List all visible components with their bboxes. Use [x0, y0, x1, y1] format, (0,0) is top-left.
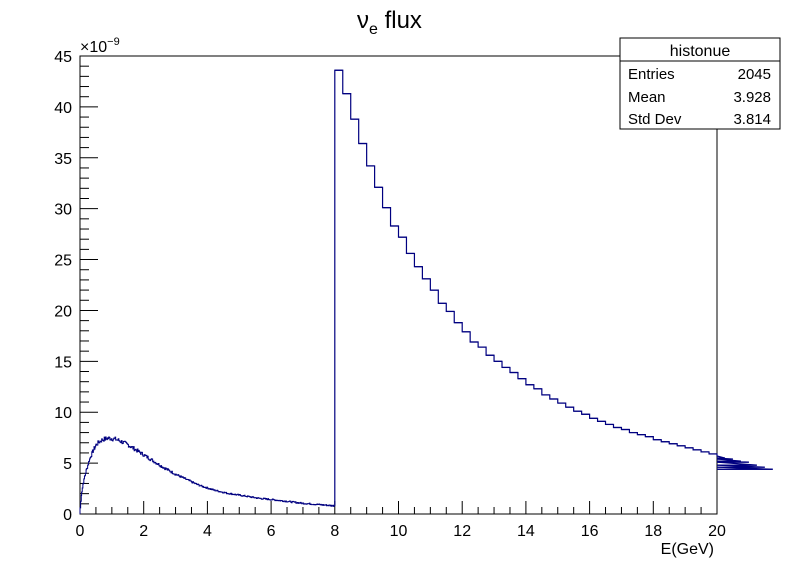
high-energy-flux-histogram [334, 69, 773, 506]
x-tick-label: 10 [390, 523, 408, 540]
y-tick-label: 35 [54, 151, 72, 168]
x-tick-label: 2 [139, 523, 148, 540]
chart-title-nu: ν [357, 7, 369, 34]
y-tick-label: 25 [54, 253, 72, 270]
y-tick-label: 40 [54, 100, 72, 117]
stats-stddev-label: Std Dev [628, 111, 682, 128]
x-tick-label: 18 [644, 523, 662, 540]
y-axis: 0 5 10 15 20 25 30 35 40 45 [54, 49, 98, 524]
x-tick-label: 8 [330, 523, 339, 540]
stats-box-frame [619, 37, 781, 130]
chart-title-rest: flux [378, 7, 422, 34]
x-tick-label: 14 [517, 523, 535, 540]
y-tick-label: 30 [54, 202, 72, 219]
x-tick-label: 16 [581, 523, 599, 540]
stats-mean-label: Mean [628, 89, 666, 106]
x-axis: 0 2 4 6 8 10 12 14 16 18 20 [76, 501, 726, 540]
y-exponent-label: ×10−9 [80, 36, 120, 56]
y-tick-label: 45 [54, 49, 72, 66]
x-tick-label: 0 [76, 523, 85, 540]
x-tick-label: 12 [453, 523, 471, 540]
stats-entries-value: 2045 [738, 66, 771, 83]
x-tick-label: 6 [267, 523, 276, 540]
y-tick-label: 15 [54, 354, 72, 371]
stats-box-title: histonue [670, 43, 731, 60]
stats-box: histonue Entries 2045 Mean 3.928 Std Dev… [619, 37, 781, 130]
low-energy-flux-line [79, 436, 335, 514]
y-tick-label: 20 [54, 303, 72, 320]
chart-title-subscript: e [369, 21, 378, 38]
data-series [79, 69, 773, 514]
chart-title: νe flux [357, 7, 422, 38]
stats-mean-value: 3.928 [733, 89, 771, 106]
x-tick-label: 4 [203, 523, 212, 540]
y-tick-label: 5 [63, 456, 72, 473]
y-tick-label: 0 [63, 507, 72, 524]
x-axis-label: E(GeV) [661, 541, 714, 558]
x-tick-label: 20 [708, 523, 726, 540]
y-tick-label: 10 [54, 405, 72, 422]
stats-entries-label: Entries [628, 66, 675, 83]
stats-stddev-value: 3.814 [733, 111, 771, 128]
